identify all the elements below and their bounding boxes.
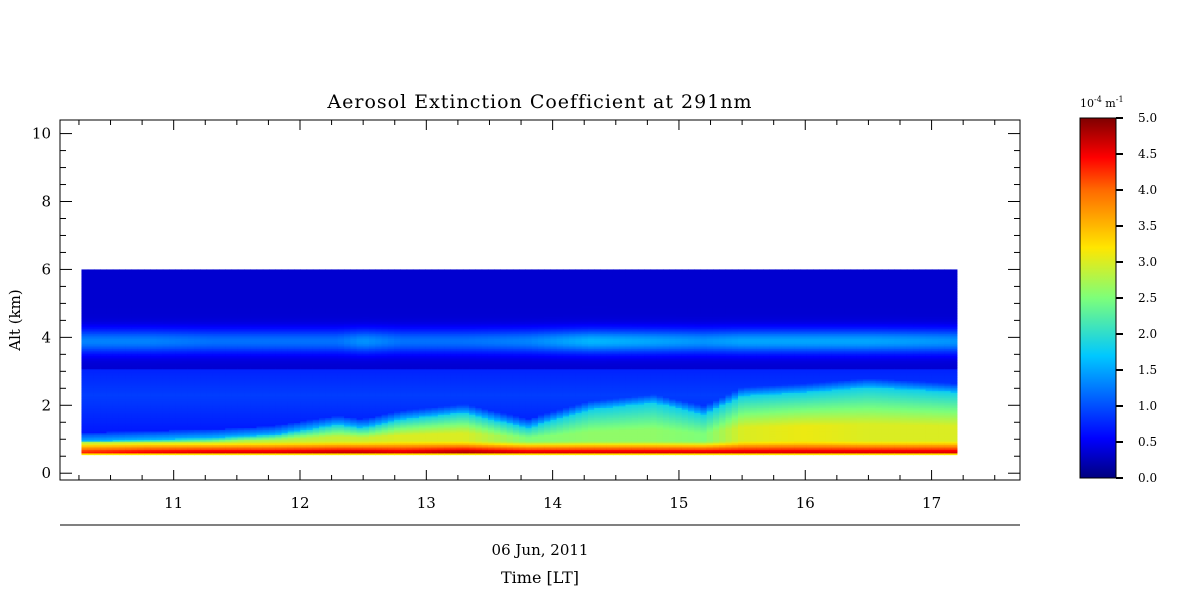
heatmap-cell — [157, 269, 164, 271]
heatmap-cell — [307, 269, 314, 271]
heatmap-cell — [106, 269, 113, 271]
heatmap-cell — [250, 269, 257, 271]
heatmap-cell — [200, 269, 207, 271]
heatmap-cell — [325, 269, 332, 271]
heatmap-cell — [175, 269, 182, 271]
heatmap-cell — [169, 269, 176, 271]
heatmap-cell — [344, 269, 351, 271]
heatmap-cell — [338, 269, 345, 271]
heatmap-cell — [332, 269, 339, 271]
heatmap-cell — [350, 269, 357, 271]
heatmap-cell — [94, 269, 101, 271]
heatmap-cell — [163, 269, 170, 271]
heatmap-cell — [188, 269, 195, 271]
chart-title: Aerosol Extinction Coefficient at 291nm — [326, 91, 752, 113]
heatmap-cell — [150, 269, 157, 271]
heatmap-cell — [119, 269, 126, 271]
heatmap-cell — [232, 269, 239, 271]
heatmap-cell — [238, 269, 245, 271]
heatmap-cell — [288, 269, 295, 271]
heatmap-cell — [194, 269, 201, 271]
heatmap-cell — [131, 269, 138, 271]
heatmap-cell — [182, 269, 189, 271]
heatmap-image — [81, 269, 957, 455]
heatmap-cell — [263, 269, 270, 271]
heatmap-cell — [113, 269, 120, 271]
heatmap-cell — [357, 269, 364, 271]
heatmap-cell — [144, 269, 151, 271]
heatmap-cell — [125, 269, 132, 271]
heatmap-cell — [294, 269, 301, 271]
heatmap-cell — [225, 269, 232, 271]
heatmap-cell — [257, 269, 264, 271]
heatmap-cell — [282, 269, 289, 271]
heatmap-cell — [275, 269, 282, 271]
heatmap-cell — [269, 269, 276, 271]
heatmap-cell — [313, 269, 320, 271]
heatmap-cell — [81, 269, 88, 271]
heatmap-cell — [219, 269, 226, 271]
heatmap-cell — [244, 269, 251, 271]
heatmap-cell — [213, 269, 220, 271]
heatmap-cell — [100, 269, 107, 271]
heatmap-cell — [319, 269, 326, 271]
heatmap-cell — [138, 269, 145, 271]
heatmap-cell — [300, 269, 307, 271]
heatmap-cell — [88, 269, 95, 271]
heatmap-cell — [207, 269, 214, 271]
